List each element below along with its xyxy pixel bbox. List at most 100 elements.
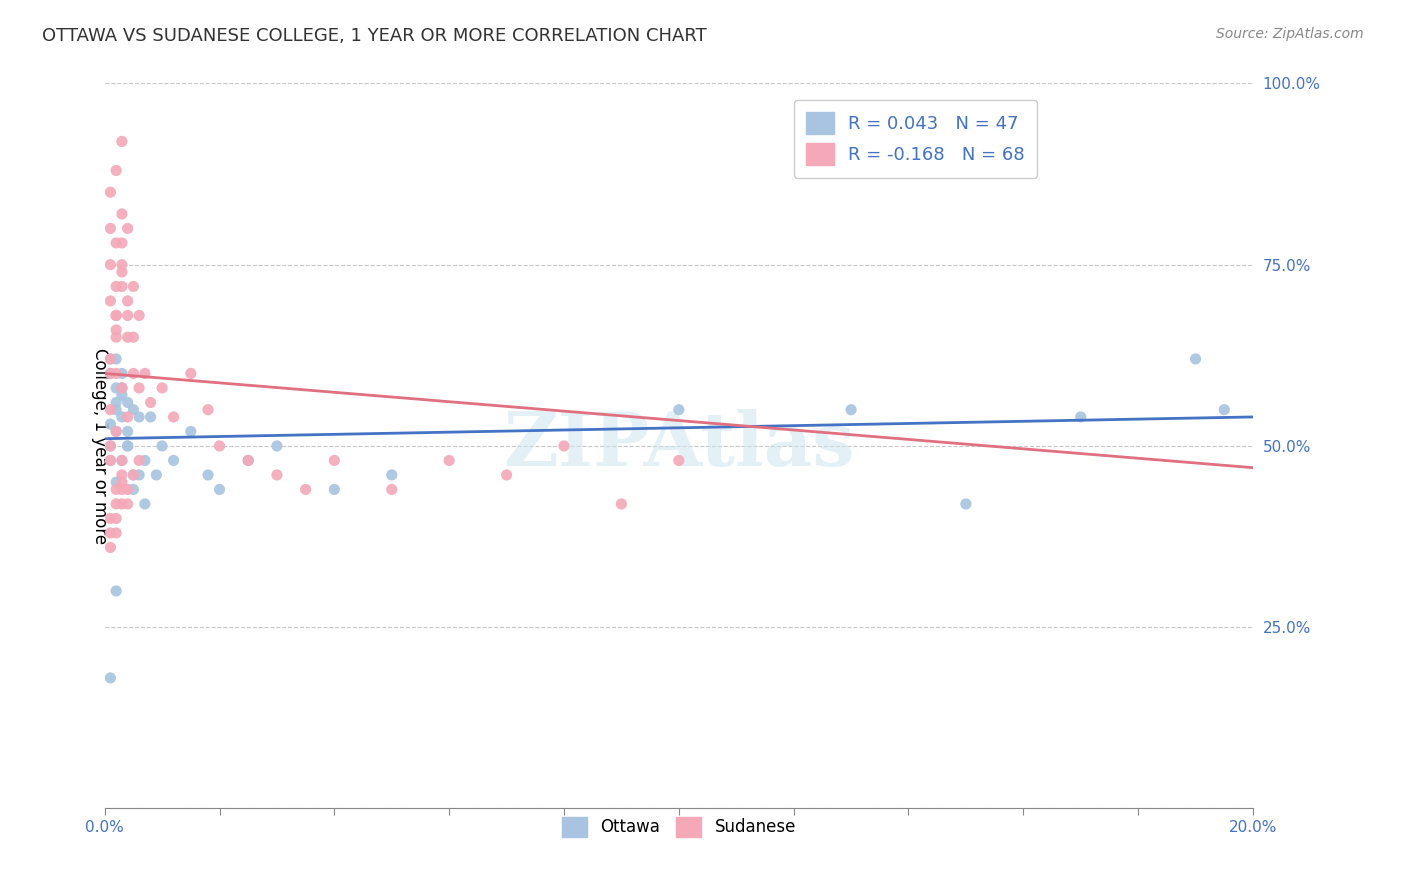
Point (150, 381, 173, 395)
Point (197, 467, 219, 482)
Point (100, 417, 122, 432)
Text: OTTAWA VS SUDANESE COLLEGE, 1 YEAR OR MORE CORRELATION CHART: OTTAWA VS SUDANESE COLLEGE, 1 YEAR OR MO… (42, 27, 707, 45)
Point (122, 402, 145, 417)
Point (122, 330, 145, 344)
Point (105, 235, 128, 250)
Point (128, 309, 150, 323)
Point (117, 330, 139, 344)
Point (180, 425, 202, 439)
Point (111, 381, 134, 395)
Point (105, 381, 128, 395)
Point (105, 583, 128, 598)
Point (105, 163, 128, 178)
Point (668, 402, 690, 417)
Point (111, 475, 134, 490)
Point (105, 497, 128, 511)
Point (610, 497, 633, 511)
Point (117, 293, 139, 308)
Point (162, 453, 184, 467)
Point (668, 453, 690, 467)
Point (105, 330, 128, 344)
Point (294, 483, 316, 497)
Point (238, 453, 260, 467)
Point (162, 409, 184, 424)
Point (117, 483, 139, 497)
Point (134, 453, 156, 467)
Point (117, 395, 139, 409)
Point (128, 467, 150, 482)
Point (150, 439, 173, 453)
Point (197, 402, 219, 417)
Point (105, 475, 128, 490)
Point (839, 402, 862, 417)
Point (100, 221, 122, 235)
Text: ZIPAtlas: ZIPAtlas (503, 409, 855, 483)
Point (134, 367, 156, 381)
Point (128, 381, 150, 395)
Point (323, 483, 346, 497)
Point (553, 439, 575, 453)
Point (266, 439, 288, 453)
Point (117, 425, 139, 439)
Point (111, 207, 134, 221)
Point (238, 453, 260, 467)
Point (100, 525, 122, 540)
Point (122, 279, 145, 293)
Point (117, 309, 139, 323)
Point (955, 497, 977, 511)
Point (111, 388, 134, 402)
Point (100, 351, 122, 366)
Point (100, 671, 122, 685)
Point (111, 367, 134, 381)
Point (323, 453, 346, 467)
Point (111, 497, 134, 511)
Point (105, 402, 128, 417)
Point (208, 483, 231, 497)
Point (1070, 409, 1092, 424)
Point (105, 309, 128, 323)
Y-axis label: College, 1 year or more: College, 1 year or more (91, 348, 108, 544)
Point (495, 467, 517, 482)
Point (111, 453, 134, 467)
Point (105, 323, 128, 337)
Point (105, 483, 128, 497)
Point (105, 367, 128, 381)
Point (180, 367, 202, 381)
Point (111, 265, 134, 279)
Point (208, 439, 231, 453)
Point (111, 409, 134, 424)
Point (117, 221, 139, 235)
Point (105, 511, 128, 525)
Point (111, 467, 134, 482)
Point (100, 351, 122, 366)
Point (105, 425, 128, 439)
Point (105, 395, 128, 409)
Point (117, 409, 139, 424)
Point (117, 439, 139, 453)
Point (100, 439, 122, 453)
Point (105, 351, 128, 366)
Point (100, 367, 122, 381)
Point (381, 483, 404, 497)
Point (437, 453, 460, 467)
Point (100, 511, 122, 525)
Point (111, 135, 134, 149)
Point (100, 367, 122, 381)
Point (134, 497, 156, 511)
Point (111, 279, 134, 293)
Point (117, 497, 139, 511)
Point (100, 453, 122, 467)
Point (1184, 351, 1206, 366)
Point (105, 309, 128, 323)
Point (111, 381, 134, 395)
Point (105, 425, 128, 439)
Point (105, 279, 128, 293)
Point (111, 453, 134, 467)
Point (266, 467, 288, 482)
Point (100, 439, 122, 453)
Point (122, 467, 145, 482)
Point (100, 402, 122, 417)
Point (117, 439, 139, 453)
Point (122, 483, 145, 497)
Point (139, 395, 162, 409)
